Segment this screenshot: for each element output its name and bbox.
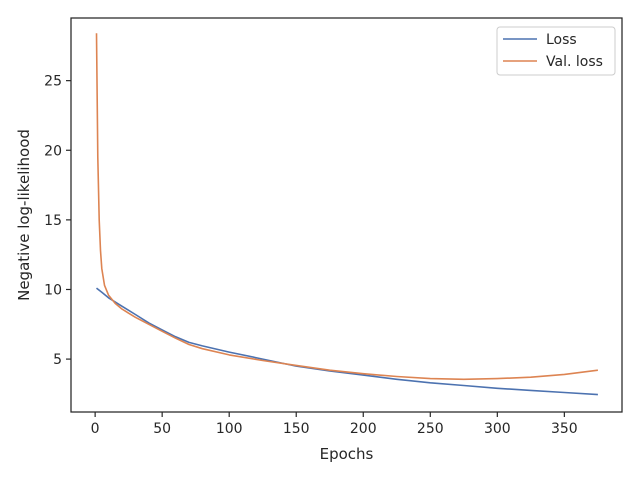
x-tick-label: 250 bbox=[417, 421, 444, 437]
x-tick-label: 200 bbox=[350, 421, 377, 437]
legend-label-loss: Loss bbox=[546, 32, 577, 48]
x-axis-ticks: 0 50 100 150 200 250 300 350 bbox=[91, 412, 578, 437]
x-tick-label: 300 bbox=[484, 421, 511, 437]
legend-label-val-loss: Val. loss bbox=[546, 54, 603, 70]
y-tick-label: 25 bbox=[44, 74, 62, 90]
x-tick-label: 150 bbox=[283, 421, 310, 437]
x-tick-label: 50 bbox=[153, 421, 171, 437]
y-tick-label: 5 bbox=[53, 352, 62, 368]
plot-lines bbox=[95, 33, 598, 396]
x-axis-label: Epochs bbox=[320, 445, 374, 463]
plot-frame bbox=[70, 17, 623, 413]
y-axis-label: Negative log-likelihood bbox=[15, 129, 33, 301]
y-tick-label: 20 bbox=[44, 143, 62, 159]
series-line-0 bbox=[96, 287, 598, 396]
x-tick-label: 350 bbox=[551, 421, 578, 437]
x-tick-label: 100 bbox=[216, 421, 243, 437]
y-axis-ticks: 5 10 15 20 25 bbox=[44, 74, 71, 368]
x-tick-label: 0 bbox=[91, 421, 100, 437]
y-tick-label: 15 bbox=[44, 213, 62, 229]
y-tick-label: 10 bbox=[44, 282, 62, 298]
series-line-1 bbox=[95, 33, 598, 381]
legend: Loss Val. loss bbox=[496, 26, 616, 76]
